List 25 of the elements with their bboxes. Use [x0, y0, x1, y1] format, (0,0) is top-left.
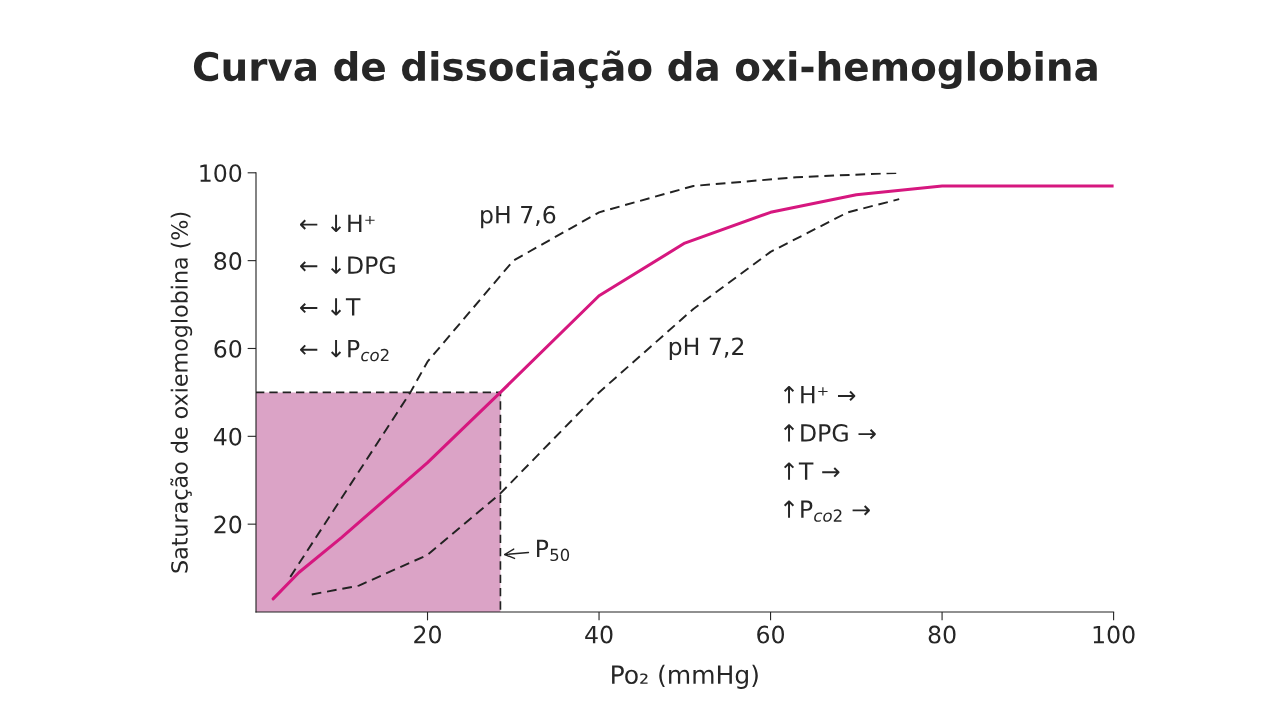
annotation: ↑T → [783, 462, 840, 480]
y-tick-label: 20 [214, 515, 242, 534]
x-tick-label: 80 [928, 625, 956, 644]
annotation: ↑H⁺ → [783, 386, 856, 404]
x-tick-label: 100 [1093, 625, 1135, 644]
x-axis-title: Po₂ (mmHg) [612, 664, 758, 689]
annotation: P$_{50}$ [537, 539, 570, 562]
annotation: ← ↓P$_{co2}$ [300, 339, 389, 362]
x-tick-label: 20 [414, 625, 441, 644]
annotation: ↑P$_{co2}$ → [783, 500, 870, 522]
y-tick-label: 40 [213, 427, 242, 446]
x-tick-label: 40 [585, 625, 613, 644]
y-tick-label: 80 [214, 252, 242, 270]
y-tick-label: 60 [214, 339, 242, 358]
x-tick-label: 60 [757, 625, 785, 644]
annotation: pH 7,6 [481, 205, 556, 229]
annotation: pH 7,2 [669, 337, 744, 360]
chart-title: Curva de dissociação da oxi-hemoglobina [193, 50, 1097, 90]
line-series [271, 184, 1114, 601]
annotation: ← ↓T [300, 298, 361, 316]
annotation: ← ↓H⁺ [300, 214, 375, 233]
annotation: ↑DPG → [783, 423, 876, 442]
y-axis-title: Saturação de oxiemoglobina (%) [170, 212, 193, 573]
annotation: ← ↓DPG [300, 256, 395, 275]
y-tick-label: 100 [200, 164, 242, 183]
